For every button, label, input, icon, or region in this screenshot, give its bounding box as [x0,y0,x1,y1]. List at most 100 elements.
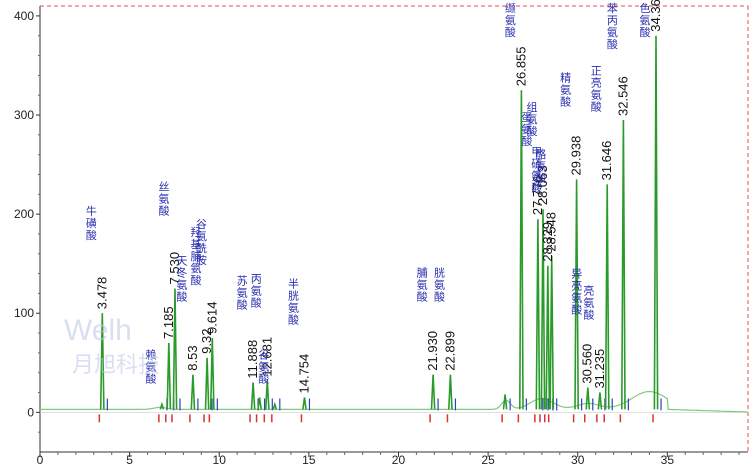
peak-name-char: 氨 [196,230,207,243]
peak-34.369 [653,35,659,410]
peak-26.855 [519,90,524,410]
peak-name-char: 甲 [531,146,542,159]
peak-11.888 [250,382,256,410]
peak-name-char: 酸 [591,99,602,113]
watermark-cn: 月旭科技 [72,353,160,378]
rt-label: 28.548 [544,212,559,252]
x-tick-label: 35 [661,453,675,464]
peak-name-char: 氨 [434,279,445,292]
peak-name-char: 羟 [191,225,202,239]
peak-name-char: 苯 [607,1,618,15]
rt-label: 3.478 [94,277,109,310]
peak-name-char: 氨 [145,360,156,373]
x-axis-ticks: 0 5 10 15 20 25 30 35 [37,452,740,464]
peak-name-char: 谷 [196,218,207,231]
peak-name-char: 酸 [531,181,542,195]
peak-name-char: 氨 [251,285,262,298]
peak-29.938 [574,179,579,410]
peak-name-char: 赖 [145,348,156,361]
x-tick-label: 30 [571,453,585,464]
peak-name-char: 硫 [531,157,542,171]
rt-label: 21.930 [425,331,440,371]
peak-name-char: 牛 [86,204,97,218]
integration-markers [98,398,662,423]
peak-name-char: 氨 [527,113,538,126]
rt-label: 31.235 [592,349,607,389]
x-tick-label: 10 [213,453,227,464]
peak-name-char: 氨 [640,14,651,27]
rt-label: 22.899 [442,331,457,371]
peak-28.063 [540,209,546,410]
rt-label: 28.329 [540,222,555,262]
peak-name-char: 酸 [527,124,538,138]
peak-name-char: 酸 [607,37,618,51]
peak-7.185 [166,342,172,410]
x-tick-label: 0 [37,453,44,464]
peak-name-char: 酸 [535,171,546,185]
peak-21.93 [430,374,436,410]
peak-name-char: 酰 [196,241,207,255]
peak-name-char: 谷 [258,348,269,361]
peak-name-char: 酸 [521,134,532,148]
plot-frame [39,5,749,453]
peak-name-char: 酸 [583,308,594,322]
rt-label: 11.888 [245,340,260,379]
peak-name-char: 酸 [176,290,187,304]
peak-name-char: 丙 [251,273,262,286]
peak-name-char: 酸 [571,303,582,317]
peak-name-char: 胱 [434,266,445,280]
peak-3.478 [99,313,105,410]
watermark: Welh 月旭科技 [64,314,160,378]
x-tick-label: 25 [481,453,495,464]
x-tick-label: 15 [302,453,316,464]
peak-name-char: 酸 [145,371,156,385]
peak-name-char: 色 [640,1,651,15]
peak-labels: 3.478牛磺酸赖氨酸7.1857.530丝氨酸8.53天冬氨酸9.32羟基脯氨… [86,0,663,393]
peak-name-char: 酸 [505,25,516,39]
peak-22.899 [448,374,453,410]
rt-label: 32.546 [615,76,630,116]
peak-name-char: 氨 [288,301,299,314]
y-tick-label: 300 [14,108,34,122]
peak-9.32 [204,357,210,410]
peak-name-char: 丙 [607,14,618,27]
rt-label: 27.776 [530,175,545,215]
peak-name-char: 缬 [505,1,516,15]
peak-name-char: 亮 [571,279,582,293]
peak-9.614 [209,337,215,410]
rt-label: 8.53 [185,345,200,370]
peak-27.776 [535,219,541,410]
peak-name-char: 基 [191,238,202,251]
rt-label: 14.754 [296,354,311,394]
peak-name-char: 酸 [86,228,97,242]
peak-name-char: 丝 [158,180,169,193]
peak-name-char: 胱 [288,288,299,302]
peak-31.646 [604,184,610,410]
peak-name-char: 氨 [417,279,428,292]
peak-name-char: 酸 [158,203,169,217]
peak-name-char: 蛋 [521,111,532,124]
peak-name-char: 氨 [521,123,532,136]
peak-name-char: 冬 [176,266,187,280]
peak-name-char: 精 [560,71,571,84]
y-tick-label: 400 [14,9,34,23]
peak-name-char: 天 [176,255,187,268]
peak-13.1 [272,401,278,410]
rt-label: 31.646 [599,141,614,181]
rt-label: 26.855 [513,46,528,86]
rt-label: 29.938 [569,136,584,176]
peak-name-char: 亮 [591,75,602,89]
baseline-trace [40,390,749,413]
peak-name-char: 氨 [535,160,546,173]
peak-name-char: 氨 [158,192,169,205]
peak-name-char: 酪 [535,148,546,161]
peak-8.53 [190,374,196,410]
x-tick-label: 20 [392,453,406,464]
rt-label: 7.185 [161,306,176,339]
peak-name-char: 酸 [417,290,428,304]
peak-14.754 [302,397,307,410]
peak-name-char: 氨 [583,297,594,310]
peak-name-char: 酸 [560,94,571,108]
peak-name-char: 酸 [191,273,202,287]
